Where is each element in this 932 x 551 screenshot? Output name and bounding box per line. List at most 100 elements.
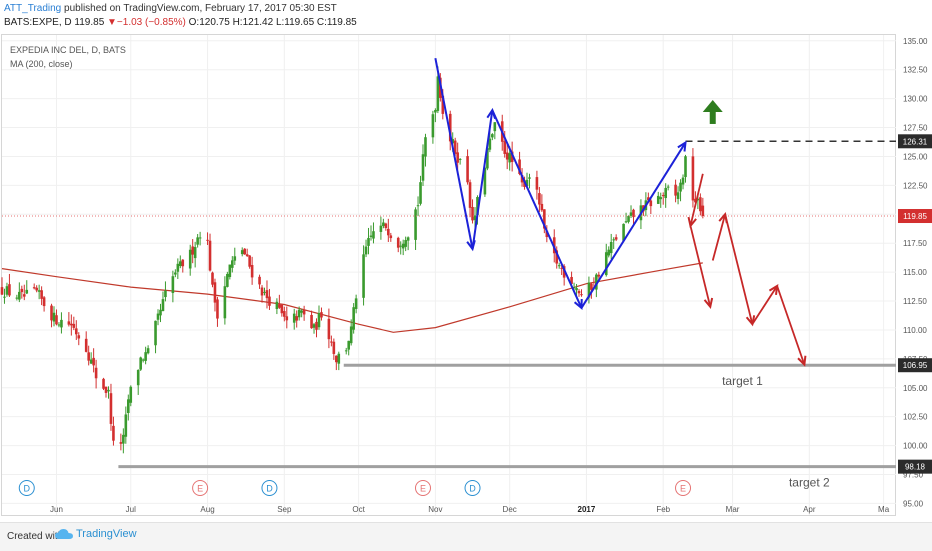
candle-body bbox=[389, 235, 393, 239]
candle-body bbox=[560, 267, 563, 269]
candle-body bbox=[493, 122, 497, 132]
candle-body bbox=[104, 386, 108, 393]
candle-body bbox=[317, 313, 321, 328]
candle-body bbox=[518, 159, 521, 174]
candle-body bbox=[52, 312, 56, 322]
candle-body bbox=[57, 324, 61, 326]
candle-body bbox=[577, 291, 581, 294]
candle-body bbox=[268, 296, 271, 306]
candle-body bbox=[570, 276, 573, 284]
candle-body bbox=[159, 309, 162, 316]
candle-body bbox=[424, 137, 427, 157]
candle-body bbox=[453, 140, 457, 154]
price-tag bbox=[898, 209, 932, 224]
candle-body bbox=[0, 287, 4, 295]
dividend-marker[interactable] bbox=[18, 480, 35, 496]
candle-body bbox=[302, 309, 306, 315]
candle-body bbox=[193, 247, 197, 259]
earnings-marker-label: E bbox=[680, 484, 686, 494]
candle-body bbox=[436, 76, 440, 111]
candle-body bbox=[597, 274, 601, 277]
candle-body bbox=[441, 95, 445, 114]
candle-body bbox=[283, 311, 286, 317]
candle-body bbox=[35, 287, 38, 291]
candle-body bbox=[102, 378, 105, 389]
candle-body bbox=[179, 261, 182, 267]
candle-body bbox=[476, 197, 479, 216]
y-tick-label: 97.50 bbox=[903, 471, 924, 480]
candle-body bbox=[72, 323, 76, 328]
candle-body bbox=[629, 212, 633, 216]
candle-body bbox=[107, 389, 110, 392]
candle-body bbox=[124, 414, 128, 437]
price-tag-label: 98.18 bbox=[905, 463, 926, 472]
candle-body bbox=[575, 288, 578, 291]
candle-body bbox=[505, 152, 509, 160]
candle-body bbox=[612, 239, 615, 241]
candle-body bbox=[607, 249, 611, 256]
x-tick-label: Dec bbox=[503, 505, 517, 514]
candle-body bbox=[369, 235, 373, 237]
dividend-marker[interactable] bbox=[464, 480, 481, 496]
projection-leg bbox=[776, 285, 806, 365]
tradingview-logo[interactable]: TradingView bbox=[55, 528, 137, 540]
candle-body bbox=[364, 246, 368, 255]
pattern-leg bbox=[434, 57, 474, 250]
candle-body bbox=[174, 272, 177, 275]
candle-body bbox=[486, 148, 489, 169]
y-tick-label: 105.00 bbox=[903, 384, 928, 393]
candle-body bbox=[431, 114, 435, 138]
candle-body bbox=[15, 297, 19, 299]
candle-body bbox=[141, 359, 145, 361]
candle-body bbox=[8, 284, 11, 296]
y-tick-label: 130.00 bbox=[903, 95, 928, 104]
candle-body bbox=[488, 138, 492, 150]
candle-body bbox=[545, 230, 549, 238]
candle-body bbox=[647, 197, 650, 201]
y-tick-label: 122.50 bbox=[903, 181, 928, 190]
candle-body bbox=[22, 294, 26, 297]
x-tick-label: Jun bbox=[50, 505, 63, 514]
candle-body bbox=[191, 246, 194, 255]
dividend-marker[interactable] bbox=[261, 480, 278, 496]
candle-body bbox=[231, 260, 234, 268]
candle-body bbox=[614, 237, 618, 240]
candle-body bbox=[347, 340, 351, 350]
candle-body bbox=[352, 307, 355, 330]
candle-body bbox=[87, 352, 90, 361]
candle-body bbox=[310, 314, 313, 329]
candle-body bbox=[42, 297, 46, 307]
candle-body bbox=[164, 290, 167, 298]
earnings-marker[interactable] bbox=[414, 480, 431, 496]
target-label: target 2 bbox=[789, 476, 830, 490]
candle-body bbox=[538, 193, 541, 205]
candle-body bbox=[278, 304, 281, 308]
earnings-marker[interactable] bbox=[192, 480, 209, 496]
candle-body bbox=[112, 425, 115, 441]
candle-body bbox=[206, 239, 209, 241]
candle-body bbox=[694, 198, 697, 203]
candle-body bbox=[656, 195, 660, 204]
candle-body bbox=[50, 305, 53, 321]
price-tag bbox=[898, 459, 932, 474]
symbol-title: EXPEDIA INC DEL, D, BATS bbox=[10, 45, 126, 55]
candle-body bbox=[32, 287, 36, 289]
y-tick-label: 102.50 bbox=[903, 413, 928, 422]
author-link[interactable]: ATT_Trading bbox=[4, 3, 62, 14]
candle-body bbox=[473, 215, 477, 221]
candle-body bbox=[161, 299, 165, 312]
candle-body bbox=[691, 156, 695, 201]
candle-body bbox=[327, 318, 331, 340]
candle-body bbox=[483, 167, 487, 195]
symbol-label: BATS:EXPE, D bbox=[4, 17, 72, 28]
candle-body bbox=[580, 294, 583, 296]
candle-body bbox=[176, 263, 180, 272]
candle-body bbox=[367, 237, 370, 246]
candle-body bbox=[416, 205, 420, 207]
candle-body bbox=[604, 252, 608, 276]
candle-body bbox=[674, 184, 677, 196]
candle-body bbox=[609, 241, 613, 254]
earnings-marker[interactable] bbox=[675, 480, 692, 496]
